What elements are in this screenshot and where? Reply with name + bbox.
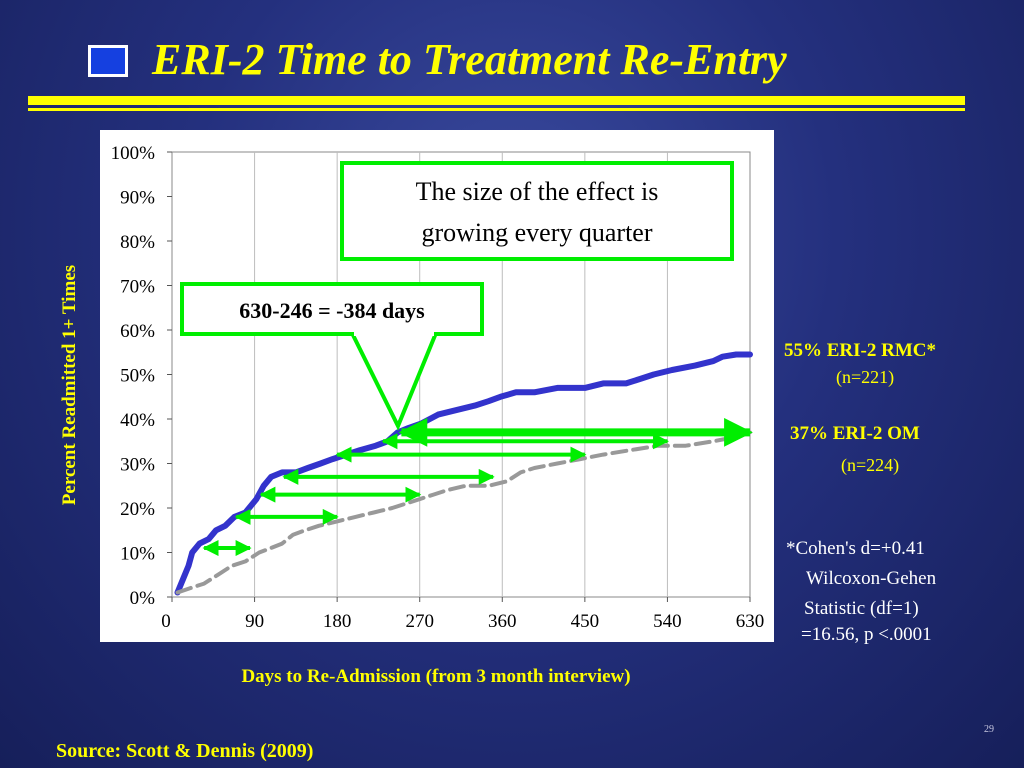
title-rule-thick [28, 96, 965, 105]
x-tick-label: 90 [245, 611, 264, 632]
y-axis-label: Percent Readmitted 1+ Times [59, 264, 80, 506]
stat-cohens-d: *Cohen's d=+0.41 [786, 538, 925, 559]
x-tick-label: 450 [571, 611, 600, 632]
y-tick-label: 30% [120, 455, 155, 476]
y-tick-label: 90% [120, 188, 155, 209]
y-tick-label: 70% [120, 277, 155, 298]
source-citation: Source: Scott & Dennis (2009) [56, 740, 314, 762]
effect-callout-line2: growing every quarter [421, 218, 652, 247]
y-tick-label: 80% [120, 232, 155, 253]
y-tick-label: 100% [111, 143, 156, 164]
y-tick-label: 60% [120, 321, 155, 342]
y-tick-label: 20% [120, 499, 155, 520]
x-tick-label: 0 [161, 611, 171, 632]
title-rule-thin [28, 108, 965, 111]
x-tick-label: 360 [488, 611, 517, 632]
stat-df: Statistic (df=1) [804, 598, 919, 619]
x-axis-label: Days to Re-Admission (from 3 month inter… [241, 666, 631, 687]
rmc-series-label: 55% ERI-2 RMC* [784, 340, 936, 361]
om-n-label: (n=224) [841, 455, 900, 475]
diff-callout-text: 630-246 = -384 days [239, 298, 425, 323]
page-number: 29 [984, 724, 994, 735]
effect-callout-box [340, 161, 734, 261]
y-tick-label: 50% [120, 366, 155, 387]
stat-p-value: =16.56, p <.0001 [801, 624, 932, 645]
stat-test-name: Wilcoxon-Gehen [806, 568, 937, 589]
diff-callout-mask [354, 330, 434, 336]
rmc-n-label: (n=221) [836, 367, 895, 387]
slide-title: ERI-2 Time to Treatment Re-Entry [152, 35, 787, 84]
x-tick-label: 630 [736, 611, 765, 632]
rmc-series-line [174, 351, 753, 596]
y-tick-label: 0% [130, 588, 156, 609]
om-series-label: 37% ERI-2 OM [790, 423, 920, 444]
y-tick-label: 10% [120, 544, 155, 565]
x-tick-label: 180 [323, 611, 352, 632]
x-tick-label: 270 [405, 611, 434, 632]
y-tick-label: 40% [120, 410, 155, 431]
diff-callout-pointer [350, 332, 438, 431]
x-tick-label: 540 [653, 611, 682, 632]
title-square-icon [88, 45, 128, 77]
effect-callout-line1: The size of the effect is [416, 177, 659, 206]
diff-callout-box [180, 282, 484, 336]
